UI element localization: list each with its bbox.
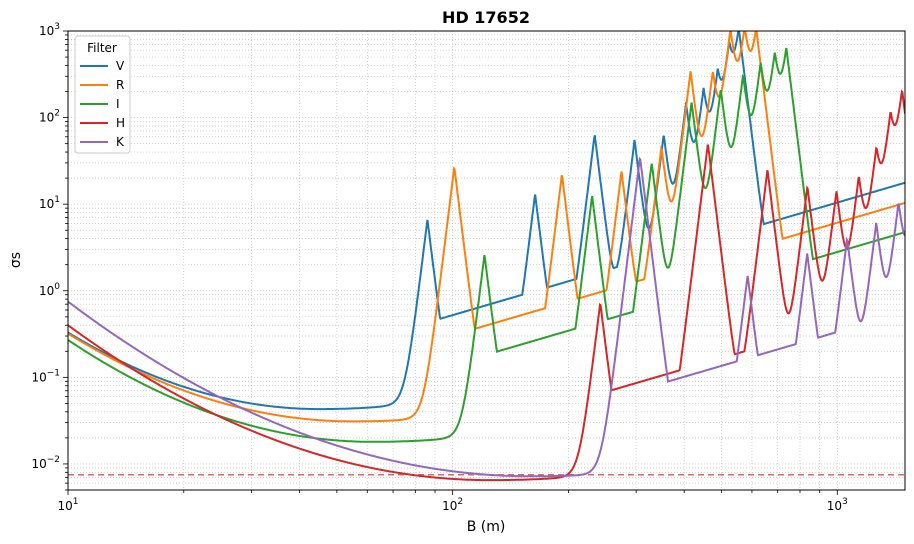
legend-label-R: R [116,78,124,92]
legend-label-I: I [116,97,120,111]
series-R-line [68,31,905,423]
series-K-line [68,156,905,478]
x-tick-label: 103 [827,497,848,513]
y-tick-label: 103 [39,22,60,38]
tick-labels: 101 102 103 10−2 10−1 100 101 102 103 [31,22,847,513]
x-tick-label: 101 [57,497,78,513]
axis-ticks [63,30,838,495]
legend-label-K: K [116,135,125,149]
y-tick-label: 10−1 [31,368,60,384]
series-V-line [68,31,905,411]
legend-label-V: V [116,59,125,73]
series-H-line [68,89,905,482]
legend-title: Filter [87,41,117,55]
plot-frame [67,30,906,491]
y-tick-label: 10−2 [31,455,60,471]
x-tick-label: 102 [442,497,463,513]
x-axis-label: B (m) [467,519,506,535]
y-tick-label: 102 [39,109,60,125]
series-layer [68,31,905,482]
legend-label-H: H [116,116,125,130]
y-tick-label: 101 [39,195,60,211]
series-I-line [68,47,905,443]
chart-title: HD 17652 [442,8,530,27]
y-axis-label: σs [8,252,24,268]
y-tick-label: 100 [39,282,60,298]
